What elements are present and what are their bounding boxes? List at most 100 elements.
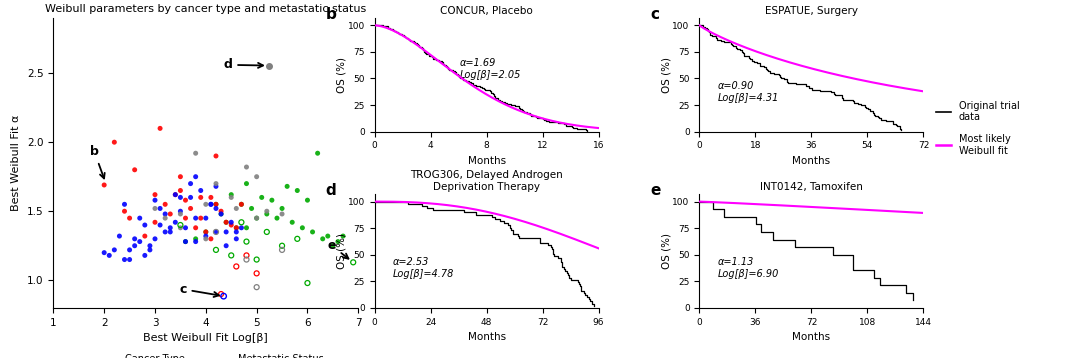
Point [249,174,266,180]
X-axis label: Months: Months [467,332,506,342]
X-axis label: Months: Months [793,156,830,166]
Point [197,202,214,207]
Point [197,233,214,239]
Point [172,225,189,231]
Point [304,229,321,235]
Point [227,225,244,231]
Point [182,181,200,187]
Point [141,243,158,248]
Point [273,211,290,217]
Point [238,239,255,245]
Text: α=1.13
Log[β]=6.90: α=1.13 Log[β]=6.90 [717,257,779,279]
Y-axis label: Best Weibull Fit α: Best Weibull Fit α [12,115,21,211]
Point [177,225,194,231]
Point [96,250,113,256]
Point [162,211,179,217]
Point [207,229,224,235]
Legend: Original trial
data, Most likely
Weibull fit: Original trial data, Most likely Weibull… [933,97,1023,159]
Point [121,215,138,221]
Point [299,280,316,286]
Point [152,205,169,211]
Point [137,252,154,258]
Point [218,219,235,225]
Point [157,215,174,221]
Point [260,63,277,69]
Text: d: d [325,183,336,198]
Point [172,174,189,180]
Text: d: d [224,58,264,71]
Point [126,243,143,248]
Point [106,139,123,145]
Point [345,260,362,265]
Point [227,263,244,269]
Point [166,192,184,198]
Point [324,243,341,248]
Point [192,188,209,193]
Point [289,188,306,193]
Text: α=1.69
Log[β]=2.05: α=1.69 Log[β]=2.05 [460,58,521,80]
Point [137,222,154,228]
Point [243,205,260,211]
Point [121,247,138,253]
Point [314,236,331,242]
Point [207,153,224,159]
Point [223,194,240,200]
Point [238,164,255,170]
Point [249,215,266,221]
Point [207,247,224,253]
Title: Weibull parameters by cancer type and metastatic status: Weibull parameters by cancer type and me… [45,4,366,14]
Point [334,233,351,239]
Text: b: b [90,145,105,178]
Point [203,236,220,242]
Point [212,211,229,217]
Point [172,194,189,200]
Point [172,222,189,228]
Point [121,257,138,262]
Point [131,239,148,245]
Point [233,225,250,231]
Point [207,184,224,189]
Point [177,197,194,203]
Point [166,192,184,198]
Text: e: e [650,183,660,198]
Point [203,202,220,207]
Point [207,202,224,207]
Text: α=2.53
Log[β]=4.78: α=2.53 Log[β]=4.78 [393,257,453,279]
Point [212,291,229,297]
Point [192,194,209,200]
Point [278,184,296,189]
X-axis label: Months: Months [793,332,830,342]
Point [264,197,281,203]
Point [137,233,154,239]
Point [258,229,275,235]
Point [100,252,117,258]
Point [249,284,266,290]
Point [131,215,148,221]
Point [273,243,290,248]
Title: CONCUR, Placebo: CONCUR, Placebo [441,6,532,16]
Legend: Metastatic, Non-metastatic: Metastatic, Non-metastatic [204,350,359,358]
Point [197,215,214,221]
Point [166,219,184,225]
Point [111,233,128,239]
Point [96,182,113,188]
Point [172,188,189,193]
Point [197,229,214,235]
Point [162,225,179,231]
Point [182,205,200,211]
Point [269,215,286,221]
Text: α=0.90
Log[β]=4.31: α=0.90 Log[β]=4.31 [717,81,779,103]
Point [238,252,255,258]
Point [233,219,250,225]
Point [227,205,244,211]
Point [238,257,255,262]
Point [106,247,123,253]
Point [152,222,169,228]
Point [249,271,266,276]
Point [187,225,204,231]
Y-axis label: OS (%): OS (%) [336,57,346,93]
Point [233,202,250,207]
Point [249,257,266,262]
Point [187,174,204,180]
Point [249,215,266,221]
